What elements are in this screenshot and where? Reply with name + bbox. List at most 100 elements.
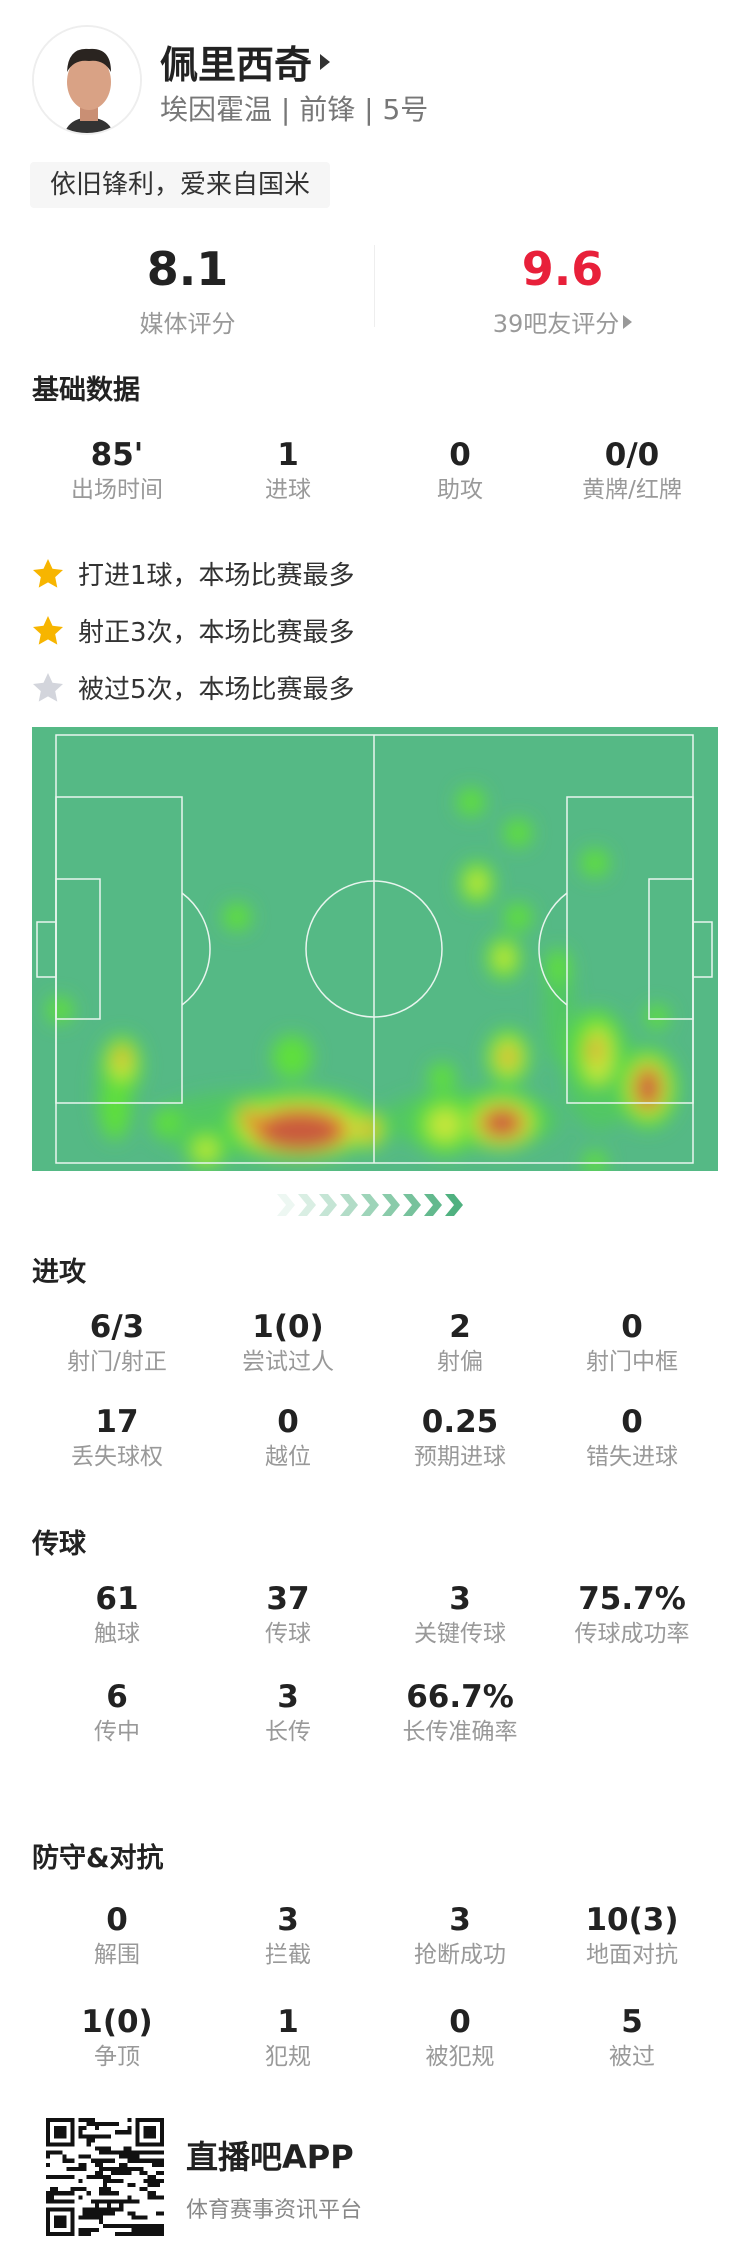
stat-passing: 3 长传	[202, 1678, 374, 1748]
player-name-link[interactable]: 佩里西奇	[160, 34, 331, 89]
stat-label: 地面对抗	[586, 1942, 678, 1968]
stat-label: 黄牌/红牌	[582, 477, 682, 503]
stat-value: 3	[277, 1679, 299, 1715]
stat-label: 越位	[265, 1444, 311, 1470]
section-title-defense: 防守&对抗	[32, 1843, 164, 1874]
star-icon	[33, 558, 63, 588]
attack-direction-arrows-icon	[277, 1194, 463, 1216]
stat-defense: 0 被犯规	[374, 2003, 546, 2073]
stat-value: 0/0	[604, 437, 660, 473]
highlight-text: 被过5次，本场比赛最多	[78, 675, 355, 705]
stat-label: 抢断成功	[414, 1942, 506, 1968]
stat-attack: 6/3 射门/射正	[31, 1308, 203, 1378]
stat-value: 3	[449, 1902, 471, 1938]
app-description: 体育赛事资讯平台	[186, 2198, 363, 2223]
chevron-icon	[382, 1194, 400, 1216]
highlight-text: 打进1球，本场比赛最多	[78, 561, 355, 591]
stat-attack: 0.25 预期进球	[374, 1403, 546, 1473]
chevron-icon	[319, 1194, 337, 1216]
player-tagline: 依旧锋利，爱来自国米	[30, 162, 331, 208]
chevron-icon	[277, 1194, 295, 1216]
stat-label: 关键传球	[414, 1621, 506, 1647]
stat-value: 37	[266, 1581, 310, 1617]
stat-attack: 2 射偏	[374, 1308, 546, 1378]
stat-value: 5	[621, 2004, 643, 2040]
stat-defense: 1(0) 争顶	[31, 2003, 203, 2073]
rating-divider	[374, 245, 375, 327]
highlight-item: 打进1球，本场比赛最多	[30, 555, 355, 592]
stat-label: 尝试过人	[242, 1349, 334, 1375]
player-name: 佩里西奇	[160, 43, 313, 87]
stat-passing: 75.7% 传球成功率	[546, 1580, 718, 1650]
stat-value: 0	[621, 1404, 643, 1440]
stat-label: 出场时间	[71, 477, 163, 503]
player-subtitle: 埃因霍温 | 前锋 | 5号	[160, 93, 429, 126]
stat-label: 解围	[94, 1942, 140, 1968]
stat-value: 1(0)	[252, 1309, 324, 1345]
app-name: 直播吧APP	[186, 2138, 354, 2176]
heatmap	[32, 727, 718, 1171]
chevron-icon	[424, 1194, 442, 1216]
stat-defense: 10(3) 地面对抗	[546, 1901, 718, 1971]
player-avatar[interactable]	[32, 25, 142, 135]
stat-basic: 0 助攻	[374, 436, 546, 506]
stat-value: 0	[277, 1404, 299, 1440]
stat-value: 61	[95, 1581, 139, 1617]
highlight-item: 射正3次，本场比赛最多	[30, 612, 355, 649]
stat-passing: 37 传球	[202, 1580, 374, 1650]
section-title-attack: 进攻	[32, 1257, 86, 1288]
stat-label: 进球	[265, 477, 311, 503]
stat-basic: 1 进球	[202, 436, 374, 506]
stat-passing: 3 关键传球	[374, 1580, 546, 1650]
stat-value: 0.25	[421, 1404, 499, 1440]
stat-label: 拦截	[265, 1942, 311, 1968]
fan-rating-value: 9.6	[521, 242, 604, 296]
section-title-basic: 基础数据	[32, 375, 140, 406]
stat-defense: 0 解围	[31, 1901, 203, 1971]
stat-defense: 3 拦截	[202, 1901, 374, 1971]
star-icon	[33, 672, 63, 702]
stat-label: 射门中框	[586, 1349, 678, 1375]
stat-value: 0	[621, 1309, 643, 1345]
media-rating-label: 媒体评分	[139, 310, 236, 338]
stat-defense: 1 犯规	[202, 2003, 374, 2073]
media-rating-value: 8.1	[146, 242, 229, 296]
section-title-passing: 传球	[32, 1529, 86, 1560]
stat-label: 犯规	[265, 2044, 311, 2070]
stat-basic: 85' 出场时间	[31, 436, 203, 506]
chevron-icon	[340, 1194, 358, 1216]
qr-code	[46, 2118, 164, 2236]
stat-passing: 6 传中	[31, 1678, 203, 1748]
stat-value: 0	[106, 1902, 128, 1938]
stat-defense: 5 被过	[546, 2003, 718, 2073]
heat-blobs	[47, 788, 678, 1171]
stat-value: 3	[277, 1902, 299, 1938]
stat-label: 射门/射正	[67, 1349, 167, 1375]
stat-label: 射偏	[437, 1349, 483, 1375]
fan-rating[interactable]: 9.6 39吧友评分	[375, 242, 750, 339]
stat-label: 长传准确率	[402, 1719, 518, 1745]
stat-value: 17	[95, 1404, 139, 1440]
stat-attack: 0 射门中框	[546, 1308, 718, 1378]
caret-right-icon	[623, 314, 633, 329]
stat-attack: 0 错失进球	[546, 1403, 718, 1473]
stat-label: 被过	[609, 2044, 655, 2070]
fan-rating-label: 39吧友评分	[492, 310, 620, 338]
stat-value: 85'	[90, 437, 144, 473]
stat-label: 传球成功率	[574, 1621, 690, 1647]
chevron-icon	[403, 1194, 421, 1216]
stat-value: 2	[449, 1309, 471, 1345]
chevron-icon	[298, 1194, 316, 1216]
pitch-lines	[36, 734, 713, 1164]
star-icon	[33, 615, 63, 645]
stat-passing: 61 触球	[31, 1580, 203, 1650]
stat-attack: 0 越位	[202, 1403, 374, 1473]
player-photo	[34, 27, 140, 133]
stat-value: 66.7%	[406, 1679, 514, 1715]
chevron-icon	[361, 1194, 379, 1216]
stat-value: 6	[106, 1679, 128, 1715]
stat-basic: 0/0 黄牌/红牌	[546, 436, 718, 506]
stat-value: 6/3	[89, 1309, 145, 1345]
stat-label: 触球	[94, 1621, 140, 1647]
stat-value: 1	[277, 2004, 299, 2040]
